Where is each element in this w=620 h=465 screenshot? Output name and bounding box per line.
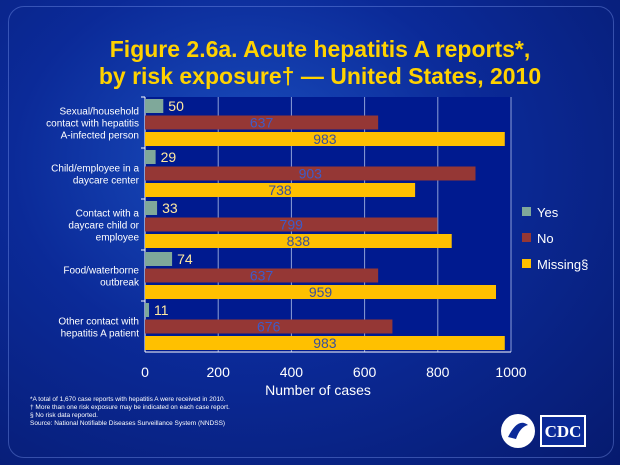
x-tick-label: 1000: [495, 364, 526, 380]
bar-missing: [145, 183, 416, 197]
data-label: 637: [250, 268, 274, 284]
category-label: Other contact with: [58, 317, 139, 328]
x-axis-title: Number of cases: [265, 382, 371, 398]
bar-yes: [145, 201, 158, 215]
bar-no: [145, 319, 393, 334]
category-label: daycare center: [73, 176, 140, 187]
svg-text:CDC: CDC: [545, 422, 582, 441]
data-label: 74: [177, 251, 193, 267]
x-tick-label: 200: [207, 364, 231, 380]
data-label: 959: [309, 284, 333, 300]
legend-swatch: [522, 207, 531, 216]
title-line-2: by risk exposure† — United States, 2010: [98, 63, 542, 89]
data-label: 50: [168, 98, 184, 114]
category-label: contact with hepatitis: [46, 119, 139, 130]
legend-label: Yes: [537, 205, 559, 220]
legend-swatch: [522, 233, 531, 242]
x-tick-label: 400: [280, 364, 304, 380]
category-label: Contact with a: [76, 209, 140, 220]
data-label: 983: [313, 131, 337, 147]
category-label: daycare child or: [68, 221, 139, 232]
category-label: employee: [96, 233, 140, 244]
data-label: 903: [299, 166, 323, 182]
footnote: † More than one risk exposure may be ind…: [30, 404, 230, 411]
data-label: 637: [250, 115, 274, 131]
cdc-logo: CDC: [501, 414, 586, 448]
bar-no: [145, 166, 476, 181]
data-label: 738: [268, 182, 292, 198]
data-label: 838: [287, 233, 311, 249]
bar-missing: [145, 285, 496, 299]
x-tick-label: 800: [426, 364, 450, 380]
bar-no: [145, 268, 379, 283]
data-label: 29: [161, 149, 177, 165]
x-tick-label: 600: [353, 364, 377, 380]
legend-swatch: [522, 259, 531, 268]
bar-yes: [145, 150, 156, 164]
x-tick-label: 0: [141, 364, 149, 380]
bar-yes: [145, 303, 150, 317]
data-label: 33: [162, 200, 178, 216]
category-label: hepatitis A patient: [61, 329, 140, 340]
bar-missing: [145, 336, 505, 350]
bar-missing: [145, 234, 452, 248]
category-label: Food/waterborne: [63, 266, 139, 277]
legend-label: Missing§: [537, 257, 588, 272]
data-label: 11: [154, 302, 169, 318]
bar-yes: [145, 252, 173, 266]
footnote: Source: National Notifiable Diseases Sur…: [30, 420, 226, 427]
legend-label: No: [537, 231, 554, 246]
footnote: *A total of 1,670 case reports with hepa…: [30, 396, 226, 403]
footnote: § No risk data reported.: [30, 412, 98, 419]
data-label: 983: [313, 335, 337, 351]
bar-no: [145, 115, 379, 130]
bar-no: [145, 217, 438, 232]
data-label: 799: [280, 217, 304, 233]
chart-title: Figure 2.6a. Acute hepatitis A reports*,…: [60, 36, 580, 90]
category-label: outbreak: [100, 278, 140, 289]
category-label: Sexual/household: [59, 107, 139, 118]
slide-panel: [8, 6, 614, 458]
footnotes: *A total of 1,670 case reports with hepa…: [30, 396, 230, 428]
bar-yes: [145, 99, 164, 113]
data-label: 676: [257, 319, 281, 335]
category-label: Child/employee in a: [51, 164, 139, 175]
bar-missing: [145, 132, 505, 146]
title-line-1: Figure 2.6a. Acute hepatitis A reports*,: [109, 36, 531, 62]
category-label: A-infected person: [61, 131, 139, 142]
